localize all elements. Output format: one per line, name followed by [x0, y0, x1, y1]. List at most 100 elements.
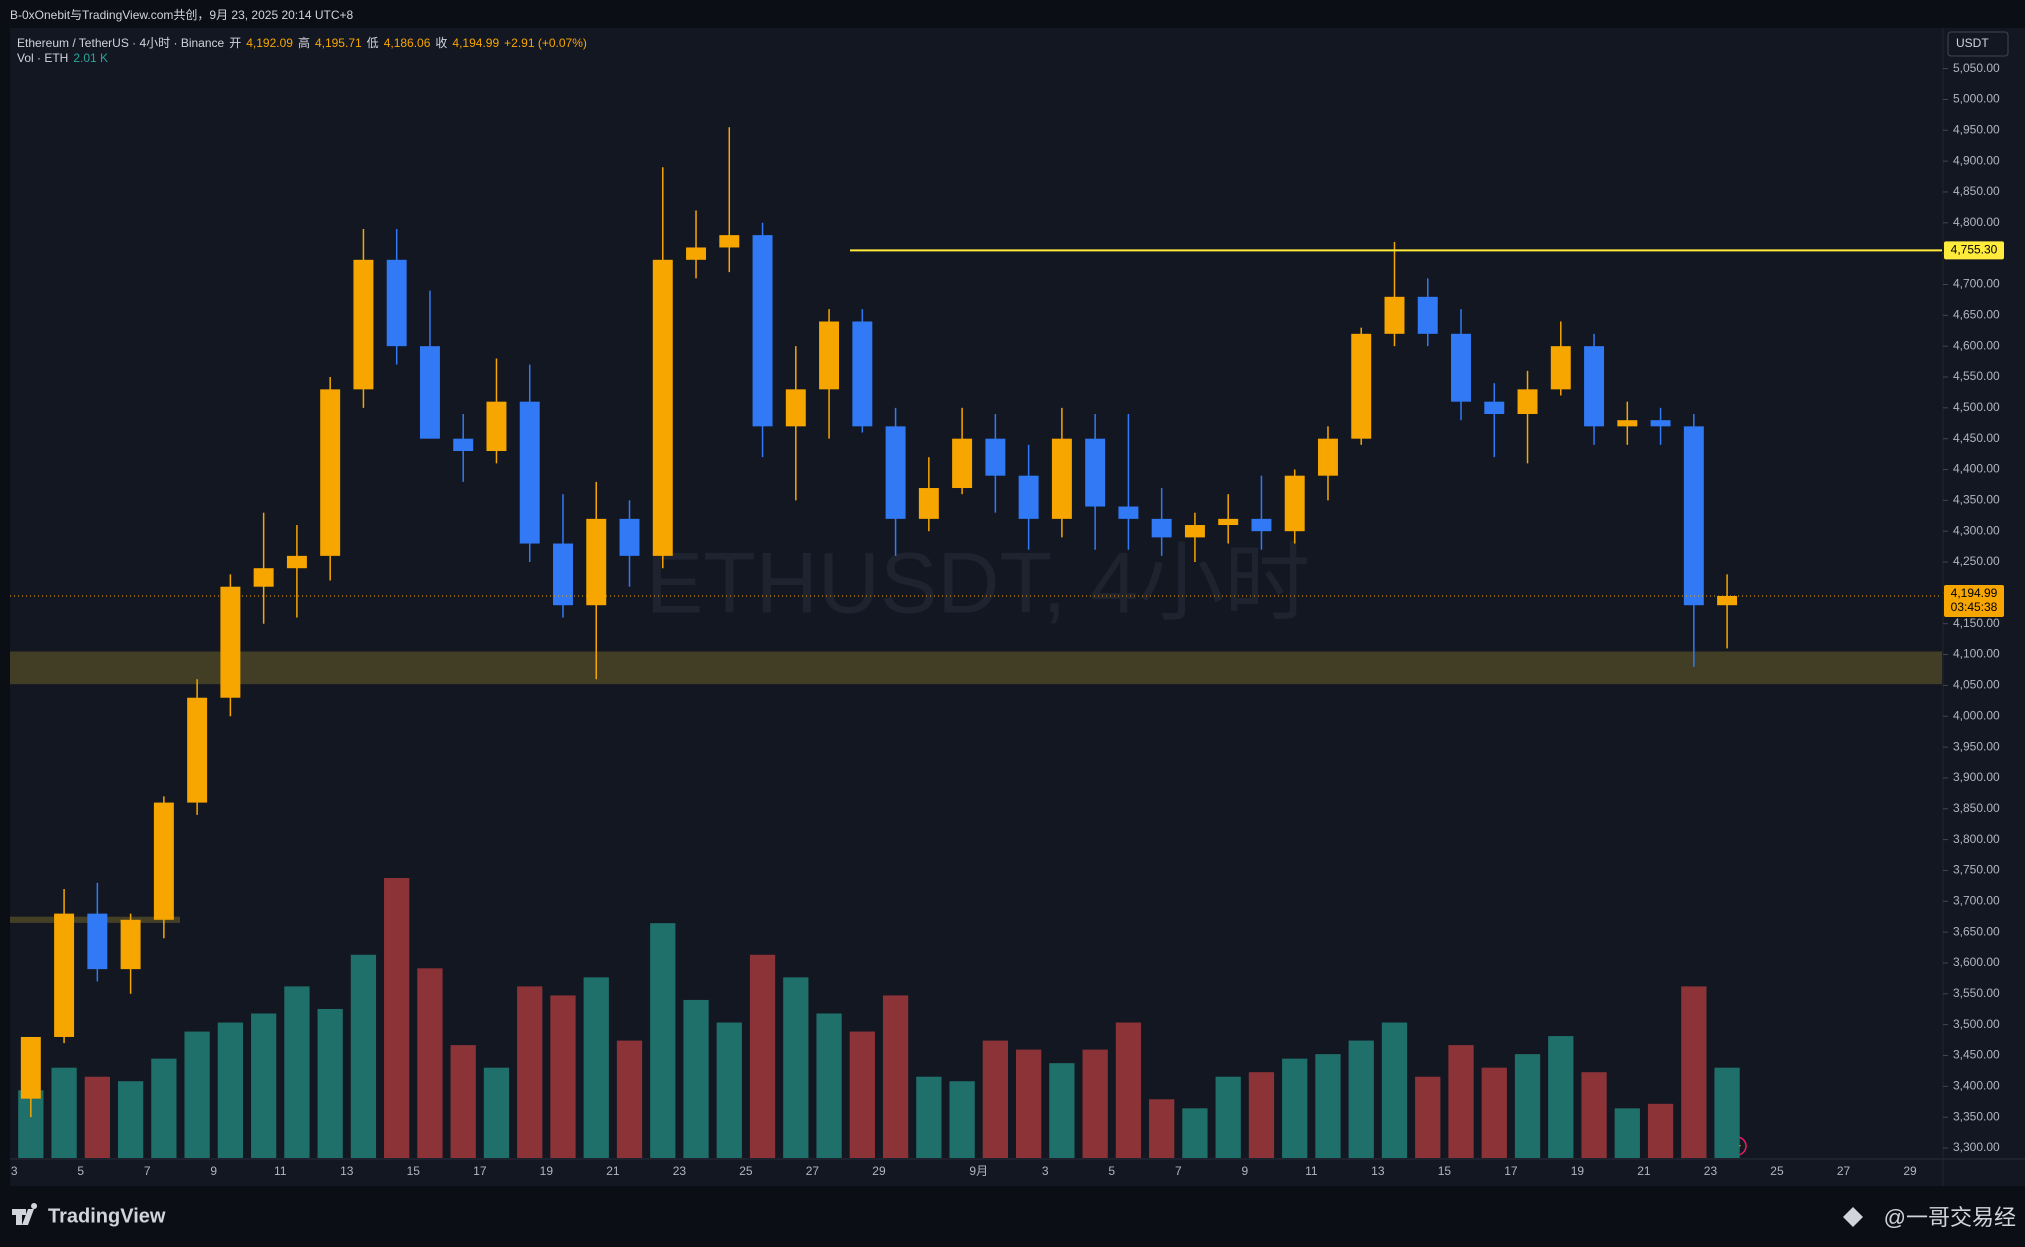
candle-body	[985, 438, 1006, 476]
x-tick-label: 23	[1704, 1164, 1718, 1178]
symbol[interactable]: Ethereum / TetherUS · 4小时 · Binance	[17, 36, 225, 50]
volume-bar	[51, 1067, 77, 1158]
candle-body	[1683, 426, 1704, 606]
candle-body	[1584, 346, 1605, 427]
unit-label: USDT	[1956, 36, 1989, 50]
y-tick-label: 3,700.00	[1953, 893, 2000, 907]
x-tick-label: 25	[1770, 1164, 1784, 1178]
x-tick-label: 15	[1438, 1164, 1452, 1178]
candle-body	[1484, 401, 1505, 415]
x-tick-label: 7	[144, 1164, 151, 1178]
volume-bar	[1215, 1076, 1241, 1158]
volume-label[interactable]: Vol · ETH	[17, 51, 69, 65]
candle-body	[20, 1036, 41, 1099]
volume-legend: Vol · ETH 2.01 K	[17, 51, 113, 65]
y-tick-label: 4,700.00	[1953, 277, 2000, 291]
x-tick-label: 9	[210, 1164, 217, 1178]
volume-bar	[1514, 1054, 1541, 1158]
candle-body	[486, 401, 507, 452]
candle-body	[553, 543, 573, 606]
volume-bar	[1381, 1022, 1408, 1158]
candle-body	[253, 568, 274, 587]
low-value: 4,186.06	[383, 36, 431, 50]
x-tick-label: 27	[806, 1164, 820, 1178]
x-tick-label: 9	[1241, 1164, 1248, 1178]
volume-bar	[1481, 1067, 1507, 1158]
candle-body	[1018, 475, 1039, 519]
volume-bar	[1248, 1072, 1275, 1158]
candle-body	[1317, 438, 1338, 476]
price-tag-label: 4,194.99	[1951, 586, 1998, 600]
candle-body	[220, 586, 241, 698]
y-tick-label: 4,400.00	[1953, 462, 2000, 476]
y-tick-label: 4,000.00	[1953, 708, 2000, 722]
candle-body	[1351, 333, 1372, 439]
candle-body	[419, 346, 440, 439]
candle-body	[1717, 595, 1738, 606]
y-tick-label: 3,650.00	[1953, 924, 2000, 938]
x-tick-label: 21	[1637, 1164, 1651, 1178]
candle-body	[519, 401, 540, 544]
volume-bar	[1049, 1063, 1075, 1158]
candle-body	[952, 438, 973, 489]
y-tick-label: 5,000.00	[1953, 92, 2000, 106]
volume-bar	[483, 1067, 510, 1158]
candle-body	[1284, 475, 1305, 532]
unit-box[interactable]	[1947, 31, 2009, 57]
open-label: 开	[229, 36, 242, 50]
x-tick-label: 7	[1175, 1164, 1182, 1178]
candle-body	[586, 518, 607, 606]
x-tick-label: 21	[606, 1164, 620, 1178]
volume-bar	[1315, 1054, 1341, 1158]
candle-body	[819, 321, 840, 390]
volume-bar	[650, 923, 676, 1158]
volume-bar	[982, 1040, 1009, 1158]
volume-bar	[949, 1081, 975, 1158]
volume-bar	[849, 1031, 875, 1158]
low-label: 低	[366, 36, 379, 50]
candle-body	[1650, 420, 1671, 427]
volume-bar	[350, 954, 377, 1158]
candle-body	[54, 913, 75, 1037]
author: @一哥交易经	[1884, 1205, 2016, 1230]
volume-bar	[184, 1031, 210, 1158]
volume-bar	[217, 1022, 244, 1158]
x-tick-label: 17	[1504, 1164, 1518, 1178]
volume-bar	[749, 954, 776, 1158]
y-tick-label: 3,600.00	[1953, 955, 2000, 969]
candle-body	[719, 235, 740, 248]
x-tick-label: 9月	[969, 1164, 988, 1178]
price-tag-label: 4,755.30	[1951, 243, 1998, 257]
x-tick-label: 3	[11, 1164, 18, 1178]
candle-body	[1417, 296, 1438, 334]
candle-body	[918, 488, 939, 519]
volume-bar	[450, 1045, 476, 1158]
tradingview-logo	[12, 1203, 38, 1225]
candle-body	[453, 438, 474, 452]
y-tick-label: 4,650.00	[1953, 307, 2000, 321]
volume-bar	[84, 1076, 110, 1158]
symbol-legend: Ethereum / TetherUS · 4小时 · Binance 开 4,19…	[17, 34, 592, 51]
volume-bar	[417, 968, 443, 1158]
x-tick-label: 25	[739, 1164, 753, 1178]
volume-bar	[882, 995, 909, 1158]
close-label: 收	[435, 36, 448, 50]
plot-layer	[10, 127, 1942, 1158]
candle-body	[686, 247, 707, 260]
change: +2.91 (+0.07%)	[504, 36, 587, 50]
candle-body	[652, 259, 673, 556]
candle-body	[785, 389, 806, 427]
close-value: 4,194.99	[452, 36, 500, 50]
y-tick-label: 4,850.00	[1953, 184, 2000, 198]
x-tick-label: 27	[1837, 1164, 1851, 1178]
volume-bar	[1548, 1036, 1574, 1158]
x-tick-label: 17	[473, 1164, 487, 1178]
price-tag	[1944, 584, 2004, 617]
volume-bar	[1614, 1108, 1640, 1158]
volume-bar	[683, 999, 709, 1158]
volume-bar	[1415, 1076, 1441, 1158]
candle-body	[885, 426, 906, 519]
y-tick-label: 3,550.00	[1953, 986, 2000, 1000]
volume-bar	[1149, 1099, 1175, 1158]
